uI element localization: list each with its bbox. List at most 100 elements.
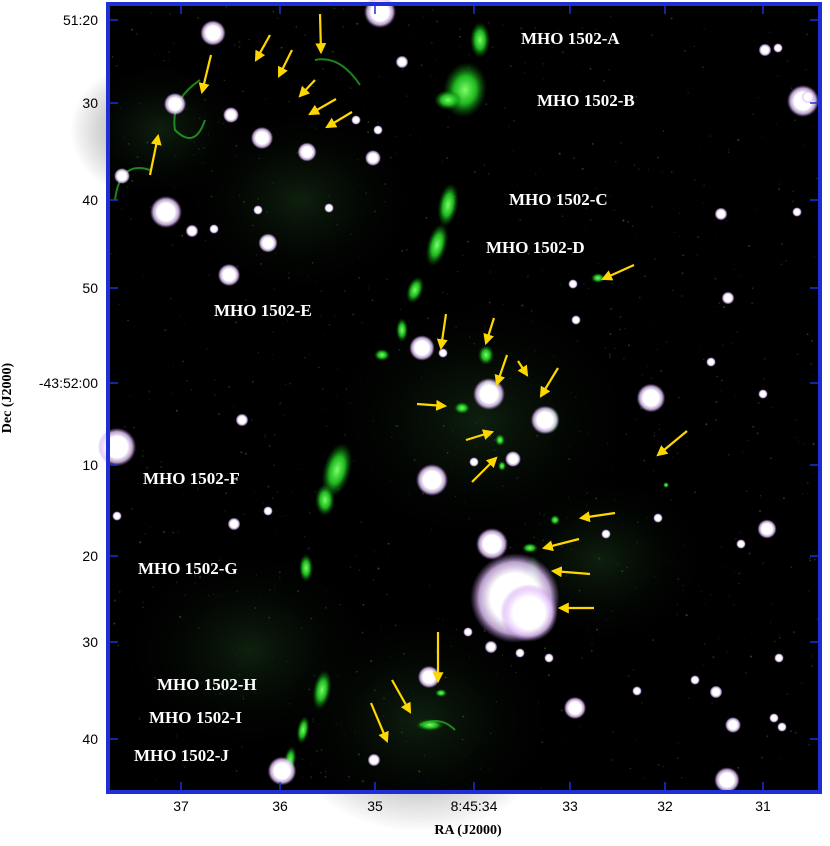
emission-knot: [522, 543, 538, 553]
noise-speck: [167, 50, 170, 54]
noise-speck: [374, 210, 377, 213]
noise-speck: [608, 356, 611, 358]
noise-speck: [146, 141, 149, 144]
noise-speck: [244, 299, 247, 301]
noise-speck: [635, 95, 638, 98]
noise-speck: [170, 136, 172, 138]
noise-speck: [373, 689, 376, 692]
noise-speck: [339, 604, 341, 606]
noise-speck: [567, 517, 569, 518]
noise-speck: [619, 328, 621, 331]
noise-speck: [233, 687, 235, 689]
noise-speck: [556, 103, 557, 105]
noise-speck: [748, 245, 751, 248]
noise-speck: [319, 315, 322, 318]
noise-speck: [118, 304, 120, 306]
noise-speck: [803, 145, 805, 147]
jet-arrows: [148, 13, 688, 744]
noise-speck: [422, 16, 424, 18]
noise-speck: [720, 390, 722, 392]
noise-speck: [362, 603, 365, 606]
noise-speck: [143, 563, 146, 566]
noise-speck: [728, 136, 730, 138]
noise-speck: [585, 225, 587, 227]
noise-speck: [325, 589, 327, 591]
noise-speck: [716, 232, 718, 234]
star: [258, 233, 278, 253]
noise-speck: [234, 321, 237, 324]
noise-speck: [217, 595, 219, 597]
noise-speck: [591, 637, 593, 639]
label-mho-a: MHO 1502-A: [521, 29, 620, 48]
noise-speck: [131, 28, 134, 31]
noise-speck: [810, 665, 813, 668]
noise-speck: [763, 378, 765, 380]
noise-speck: [194, 756, 196, 758]
noise-speck: [676, 757, 679, 760]
noise-speck: [115, 64, 118, 67]
star: [721, 291, 735, 305]
star: [758, 43, 772, 57]
noise-speck: [658, 428, 660, 431]
noise-speck: [239, 663, 241, 665]
noise-speck: [367, 131, 370, 134]
noise-speck: [113, 622, 116, 625]
noise-speck: [133, 426, 136, 429]
noise-speck: [611, 759, 613, 761]
noise-speck: [408, 493, 410, 495]
noise-speck: [431, 9, 434, 11]
noise-speck: [766, 735, 769, 738]
noise-speck: [202, 162, 204, 164]
noise-speck: [715, 418, 717, 421]
star: [709, 685, 723, 699]
label-mho-h: MHO 1502-H: [157, 675, 257, 694]
noise-speck: [373, 551, 375, 553]
noise-speck: [459, 520, 461, 522]
noise-speck: [734, 537, 737, 540]
noise-speck: [678, 235, 680, 237]
noise-speck: [177, 530, 179, 533]
noise-speck: [304, 356, 306, 359]
noise-speck: [694, 179, 696, 181]
noise-speck: [287, 277, 290, 280]
noise-speck: [811, 655, 813, 657]
noise-speck: [367, 287, 369, 290]
noise-speck: [386, 278, 388, 281]
noise-speck: [501, 24, 504, 26]
noise-speck: [516, 476, 519, 480]
noise-speck: [287, 618, 289, 620]
noise-speck: [156, 780, 157, 782]
noise-speck: [169, 13, 171, 15]
noise-speck: [272, 331, 274, 333]
noise-speck: [578, 589, 581, 592]
noise-speck: [487, 60, 488, 62]
noise-speck: [139, 541, 142, 544]
noise-speck: [611, 618, 612, 620]
noise-speck: [626, 220, 630, 224]
noise-speck: [301, 776, 303, 778]
noise-speck: [576, 63, 577, 65]
noise-speck: [280, 515, 283, 518]
noise-speck: [206, 347, 208, 350]
noise-speck: [264, 433, 267, 436]
star: [223, 107, 239, 123]
noise-speck: [260, 596, 261, 598]
star: [476, 528, 508, 560]
star: [297, 142, 317, 162]
noise-speck: [786, 693, 789, 695]
noise-speck: [758, 509, 762, 513]
star: [792, 207, 802, 217]
noise-speck: [731, 342, 733, 344]
noise-speck: [214, 719, 216, 721]
star-field: [97, 0, 819, 793]
noise-speck: [792, 631, 795, 634]
noise-speck: [337, 675, 339, 677]
noise-speck: [117, 644, 120, 647]
noise-speck: [361, 185, 363, 188]
noise-speck: [267, 485, 270, 488]
noise-speck: [698, 347, 700, 349]
noise-speck: [641, 374, 644, 377]
noise-speck: [780, 263, 783, 266]
noise-speck: [762, 562, 765, 565]
noise-speck: [756, 432, 759, 435]
